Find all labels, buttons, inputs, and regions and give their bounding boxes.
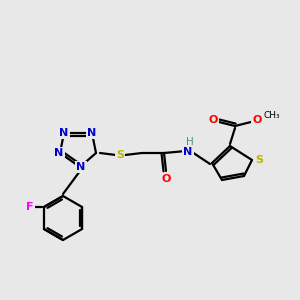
Text: F: F bbox=[26, 202, 34, 212]
Text: S: S bbox=[255, 155, 263, 165]
Text: N: N bbox=[183, 147, 193, 157]
Text: S: S bbox=[116, 150, 124, 160]
Text: CH₃: CH₃ bbox=[264, 110, 280, 119]
Text: O: O bbox=[161, 174, 171, 184]
Text: N: N bbox=[87, 128, 97, 138]
Text: O: O bbox=[208, 115, 218, 125]
Text: O: O bbox=[252, 115, 262, 125]
Text: N: N bbox=[59, 128, 69, 138]
Text: N: N bbox=[54, 148, 64, 158]
Text: N: N bbox=[76, 162, 85, 172]
Text: H: H bbox=[186, 137, 194, 147]
